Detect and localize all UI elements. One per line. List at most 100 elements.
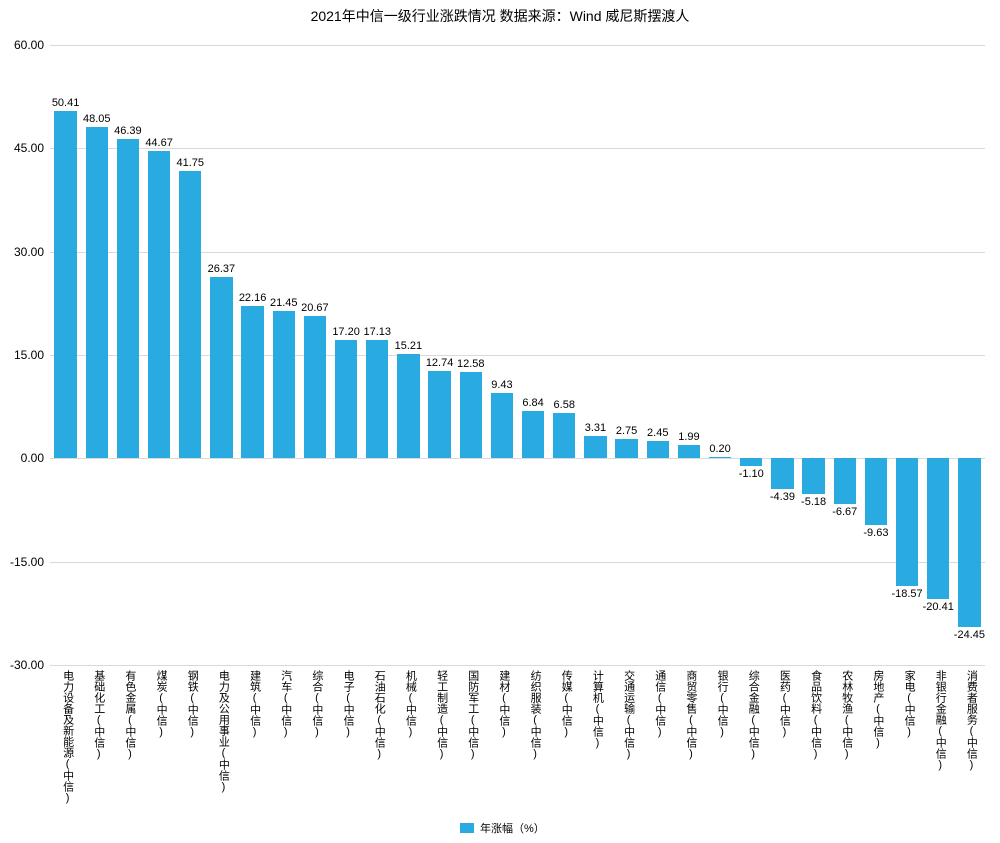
bar-value-label: 6.84	[522, 397, 543, 409]
bar	[615, 439, 637, 458]
x-category-label: 综合(中信)	[309, 670, 325, 738]
bar-value-label: 17.13	[363, 326, 391, 338]
bar	[304, 316, 326, 458]
bar-value-label: 1.99	[678, 431, 699, 443]
bar	[740, 458, 762, 466]
y-tick-label: 0.00	[2, 451, 44, 465]
x-category-label: 电力及公用事业(中信)	[215, 670, 231, 793]
bar-value-label: -18.57	[891, 588, 922, 600]
bar	[491, 393, 513, 458]
gridline	[50, 148, 985, 149]
bar-value-label: 15.21	[395, 340, 423, 352]
gridline	[50, 562, 985, 563]
bar-value-label: 2.45	[647, 427, 668, 439]
chart-title: 2021年中信一级行业涨跌情况 数据来源：Wind 威尼斯摆渡人	[0, 6, 1000, 26]
x-category-label: 电力设备及新能源(中信)	[60, 670, 76, 804]
x-category-label: 综合金融(中信)	[745, 670, 761, 760]
x-category-label: 医药(中信)	[776, 670, 792, 738]
x-category-label: 纺织服装(中信)	[527, 670, 543, 760]
x-category-label: 建材(中信)	[496, 670, 512, 738]
bar	[678, 445, 700, 459]
bar-value-label: 44.67	[145, 137, 173, 149]
bar-value-label: 21.45	[270, 297, 298, 309]
bar	[834, 458, 856, 504]
x-category-label: 非银行金融(中信)	[932, 670, 948, 771]
x-category-label: 石油石化(中信)	[371, 670, 387, 760]
bar	[709, 457, 731, 458]
x-category-label: 传媒(中信)	[558, 670, 574, 738]
bar	[771, 458, 793, 488]
bar	[958, 458, 980, 626]
bar-value-label: 26.37	[208, 263, 236, 275]
x-category-label: 银行(中信)	[714, 670, 730, 738]
bar	[647, 441, 669, 458]
x-axis-labels: 电力设备及新能源(中信)基础化工(中信)有色金属(中信)煤炭(中信)钢铁(中信)…	[50, 670, 985, 810]
chart-root: 2021年中信一级行业涨跌情况 数据来源：Wind 威尼斯摆渡人 50.4148…	[0, 0, 1000, 843]
bar-value-label: -1.10	[739, 468, 764, 480]
x-category-label: 汽车(中信)	[278, 670, 294, 738]
bar	[148, 151, 170, 459]
bar	[366, 340, 388, 458]
bar-value-label: 3.31	[585, 422, 606, 434]
x-category-label: 家电(中信)	[901, 670, 917, 738]
bar-value-label: -4.39	[770, 491, 795, 503]
x-category-label: 商贸零售(中信)	[683, 670, 699, 760]
bar-value-label: 17.20	[332, 326, 360, 338]
bar	[179, 171, 201, 459]
bar-value-label: 50.41	[52, 97, 80, 109]
bar-value-label: 48.05	[83, 113, 111, 125]
bar-value-label: 20.67	[301, 302, 329, 314]
bar	[210, 277, 232, 459]
legend: 年涨幅（%）	[460, 820, 545, 836]
x-category-label: 农林牧渔(中信)	[839, 670, 855, 760]
y-tick-label: 60.00	[2, 38, 44, 52]
plot-area: 50.4148.0546.3944.6741.75 26.37 22.1621.45…	[50, 45, 985, 665]
x-category-label: 电子(中信)	[340, 670, 356, 738]
bar	[86, 127, 108, 458]
gridline	[50, 45, 985, 46]
x-category-label: 基础化工(中信)	[91, 670, 107, 760]
bar-value-label: 46.39	[114, 125, 142, 137]
x-category-label: 轻工制造(中信)	[434, 670, 450, 760]
bar-value-label: 12.74	[426, 357, 454, 369]
bar	[241, 306, 263, 459]
bar-value-label: -20.41	[923, 601, 954, 613]
bar-value-label: 2.75	[616, 425, 637, 437]
y-tick-label: -30.00	[2, 658, 44, 672]
bar-value-label: 41.75	[176, 157, 204, 169]
x-category-label: 交通运输(中信)	[621, 670, 637, 760]
bar-value-label: -6.67	[832, 506, 857, 518]
y-tick-label: 45.00	[2, 141, 44, 155]
bar	[460, 372, 482, 459]
bar-value-label: 22.16	[239, 292, 267, 304]
x-category-label: 有色金属(中信)	[122, 670, 138, 760]
bar-value-label: 6.58	[554, 399, 575, 411]
bar	[522, 411, 544, 458]
x-category-label: 通信(中信)	[652, 670, 668, 738]
bar-value-label: 9.43	[491, 379, 512, 391]
bar	[428, 371, 450, 459]
x-category-label: 煤炭(中信)	[153, 670, 169, 738]
bar	[896, 458, 918, 586]
bar	[584, 436, 606, 459]
x-category-label: 消费者服务(中信)	[963, 670, 979, 771]
bar-value-label: -5.18	[801, 496, 826, 508]
bar-value-label: -24.45	[954, 629, 985, 641]
x-category-label: 房地产(中信)	[870, 670, 886, 749]
x-category-label: 计算机(中信)	[589, 670, 605, 749]
bar-value-label: 0.20	[709, 443, 730, 455]
bar	[273, 311, 295, 459]
bar	[117, 139, 139, 459]
bar	[54, 111, 76, 458]
bar	[397, 354, 419, 459]
y-tick-label: -15.00	[2, 555, 44, 569]
y-tick-label: 30.00	[2, 245, 44, 259]
bar	[927, 458, 949, 599]
x-category-label: 机械(中信)	[402, 670, 418, 738]
y-tick-label: 15.00	[2, 348, 44, 362]
bar	[802, 458, 824, 494]
bar	[553, 413, 575, 458]
legend-swatch	[460, 823, 474, 833]
bar	[335, 340, 357, 458]
bar-value-label: -9.63	[863, 527, 888, 539]
